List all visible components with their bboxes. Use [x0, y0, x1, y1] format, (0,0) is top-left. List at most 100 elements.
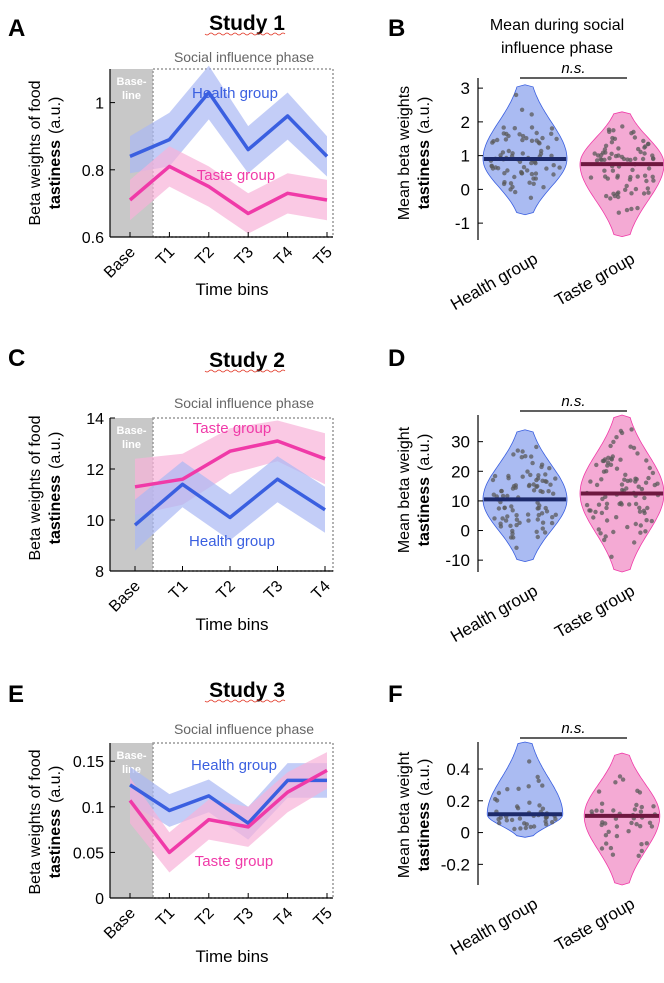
- violin-data-point: [605, 463, 610, 468]
- violin-data-point: [643, 144, 648, 149]
- violin-data-point: [645, 186, 650, 191]
- violin-data-point: [518, 826, 523, 831]
- violin-data-point: [639, 848, 644, 854]
- violin-data-point: [498, 815, 503, 820]
- x-tick-label: T5: [311, 905, 336, 930]
- violin-data-point: [529, 125, 535, 130]
- violin-data-point: [504, 818, 509, 823]
- violin-data-point: [643, 529, 648, 534]
- violin-data-point: [631, 445, 637, 451]
- series-line-health: [129, 778, 327, 825]
- violin-data-point: [600, 496, 605, 502]
- y-tick-label: 0.2: [446, 792, 470, 811]
- violin-data-point: [501, 131, 506, 136]
- violin-data-point: [634, 477, 639, 482]
- error-band-taste: [130, 146, 327, 234]
- violin-data-point: [529, 160, 534, 166]
- violin-data-point: [628, 174, 633, 180]
- y-tick-label: 2: [461, 113, 470, 132]
- violin-data-point: [615, 173, 620, 178]
- violin-data-point: [593, 509, 598, 515]
- violin-data-point: [533, 161, 538, 166]
- violin-data-point: [490, 140, 495, 145]
- violin-data-point: [604, 501, 610, 506]
- violin-data-point: [534, 130, 539, 136]
- violin-data-point: [531, 181, 536, 186]
- violin-data-point: [604, 193, 609, 199]
- violin-data-point: [641, 191, 647, 196]
- violin-data-point: [544, 822, 549, 827]
- violin-data-point: [540, 489, 545, 495]
- violin-data-point: [527, 180, 532, 185]
- violin-data-point: [626, 829, 631, 834]
- x-tick-label-taste: Taste group: [552, 249, 638, 310]
- violin-data-point: [525, 469, 530, 474]
- violin-data-point: [515, 448, 520, 453]
- violin-data-point: [539, 511, 545, 516]
- violin-data-point: [536, 512, 541, 518]
- violin-data-point: [512, 826, 517, 832]
- violin-data-point: [584, 502, 590, 508]
- violin-data-point: [603, 143, 609, 148]
- y-label-line1-f: Mean beta weight: [396, 751, 413, 878]
- violin-data-point: [651, 178, 656, 183]
- violin-data-point: [523, 825, 528, 831]
- violin-data-point: [549, 131, 554, 136]
- violin-data-point: [497, 820, 502, 826]
- violin-data-point: [534, 138, 539, 143]
- panel-title-b-line2: influence phase: [501, 40, 613, 57]
- violin-data-point: [490, 477, 496, 483]
- violin-data-point: [549, 153, 554, 158]
- violin-data-point: [602, 457, 608, 462]
- x-tick-label-health: Health group: [447, 581, 541, 646]
- violin-data-point: [525, 512, 531, 517]
- violin-data-point: [508, 535, 514, 540]
- violin-data-point: [645, 505, 650, 511]
- y-tick-label: -0.2: [441, 855, 470, 874]
- panel-e: E Study 3 Social influence phase Base-li…: [8, 679, 336, 966]
- violin-data-point: [642, 151, 647, 156]
- violin-data-point: [509, 504, 514, 509]
- x-tick-label: T4: [309, 578, 334, 603]
- violin-data-point: [609, 554, 614, 559]
- violin-data-point: [627, 502, 632, 507]
- violin-data-point: [625, 157, 630, 162]
- violin-data-point: [534, 529, 539, 534]
- violin-data-point: [610, 852, 616, 857]
- series-line-taste: [128, 768, 328, 855]
- violin-data-point: [640, 156, 646, 162]
- line-chart-study-2: Base-line Taste group Health group 8 10 12 14 B…: [86, 411, 334, 616]
- violin-data-point: [535, 774, 540, 780]
- x-tick-label: Base: [101, 244, 139, 282]
- violin-data-point: [544, 166, 549, 171]
- violin-data-point: [609, 151, 614, 156]
- violin-health: [482, 429, 568, 563]
- violin-data-point: [550, 515, 555, 520]
- violin-data-point: [505, 514, 510, 519]
- violin-data-point: [587, 508, 592, 513]
- violin-data-point: [519, 169, 524, 175]
- violin-data-point: [619, 482, 625, 487]
- violin-data-point: [628, 444, 633, 449]
- violin-data-point: [502, 171, 507, 176]
- violin-data-point: [638, 530, 643, 535]
- violin-data-point: [629, 427, 634, 432]
- phase-label-e: Social influence phase: [174, 721, 314, 737]
- violin-data-point: [533, 176, 538, 181]
- violin-data-point: [635, 788, 640, 793]
- violin-data-point: [526, 784, 531, 789]
- violin-data-point: [633, 521, 638, 527]
- violin-data-point: [617, 774, 623, 779]
- violin-data-point: [610, 168, 616, 173]
- violin-data-point: [603, 821, 608, 826]
- violin-data-point: [495, 137, 500, 143]
- panel-title-study-2: Study 2: [209, 349, 285, 372]
- x-tick-label-taste: Taste group: [552, 581, 638, 642]
- violin-data-point: [634, 822, 639, 827]
- y-tick-label: 12: [86, 462, 104, 479]
- violin-data-point: [536, 473, 541, 478]
- y-tick-label: 0.6: [82, 230, 104, 247]
- y-tick-label: 20: [451, 462, 470, 481]
- x-tick-label: T1: [166, 578, 191, 603]
